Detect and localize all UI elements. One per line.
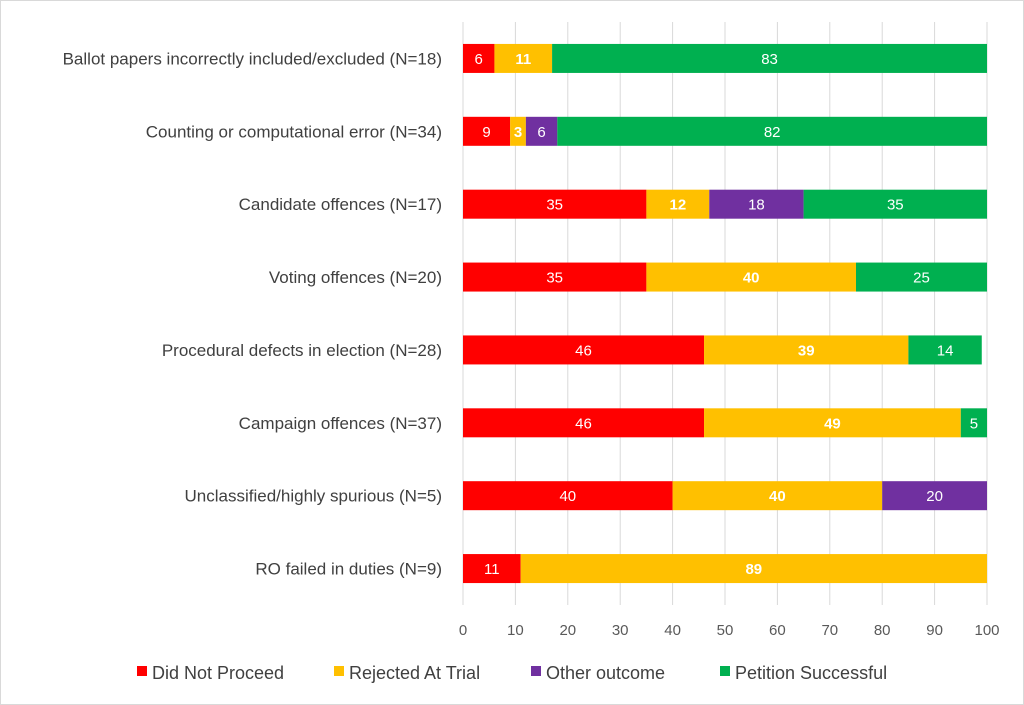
bar-segment xyxy=(463,262,647,292)
bar-segment xyxy=(646,189,710,219)
data-label: 6 xyxy=(537,124,545,141)
x-tick-label: 10 xyxy=(507,622,524,639)
data-label: 18 xyxy=(748,197,765,214)
legend-entry: Petition Successful xyxy=(735,663,887,683)
data-label: 89 xyxy=(745,561,762,578)
bar-segment xyxy=(704,335,909,365)
data-label: 39 xyxy=(798,342,815,359)
bar-segment xyxy=(463,116,511,146)
legend-swatch xyxy=(137,666,147,676)
gridlines xyxy=(462,22,988,605)
bar-segment xyxy=(463,189,647,219)
bar-segment xyxy=(704,408,961,438)
x-tick-label: 60 xyxy=(769,622,786,639)
data-label: 35 xyxy=(546,197,563,214)
category-label: Procedural defects in election (N=28) xyxy=(162,341,442,360)
bar-segment xyxy=(552,43,987,73)
data-label: 12 xyxy=(669,197,686,214)
x-axis-ticks: 0 10 20 30 40 50 60 70 80 90 100 xyxy=(459,622,1000,639)
data-label: 3 xyxy=(514,124,522,141)
data-label: 11 xyxy=(484,561,500,578)
category-label: Candidate offences (N=17) xyxy=(239,195,442,214)
x-tick-label: 30 xyxy=(612,622,629,639)
bar-segment xyxy=(646,262,856,292)
bar-segment xyxy=(557,116,987,146)
data-label: 49 xyxy=(824,415,841,432)
legend-entry: Other outcome xyxy=(546,663,665,683)
category-labels: Ballot papers incorrectly included/exclu… xyxy=(63,49,442,578)
x-tick-label: 90 xyxy=(926,622,943,639)
category-label: Ballot papers incorrectly included/exclu… xyxy=(63,49,442,68)
data-label: 5 xyxy=(970,415,978,432)
legend: Did Not Proceed Rejected At Trial Other ou… xyxy=(137,663,887,683)
bar-segment xyxy=(463,408,705,438)
data-label: 20 xyxy=(926,488,943,505)
bar-segment xyxy=(525,116,558,146)
data-label: 11 xyxy=(515,51,531,68)
data-label: 82 xyxy=(764,124,781,141)
data-label: 40 xyxy=(769,488,786,505)
x-tick-label: 40 xyxy=(664,622,681,639)
data-label: 25 xyxy=(913,270,930,287)
x-tick-label: 70 xyxy=(821,622,838,639)
bar-segment xyxy=(463,335,705,365)
category-label: Unclassified/highly spurious (N=5) xyxy=(185,487,442,506)
x-tick-label: 80 xyxy=(874,622,891,639)
data-label: 40 xyxy=(559,488,576,505)
data-label: 46 xyxy=(575,342,592,359)
bar-segment xyxy=(510,116,526,146)
data-label: 83 xyxy=(761,51,778,68)
data-label: 46 xyxy=(575,415,592,432)
data-label: 9 xyxy=(482,124,490,141)
legend-entry: Did Not Proceed xyxy=(152,663,284,683)
data-label: 6 xyxy=(475,51,483,68)
data-label: 14 xyxy=(937,342,954,359)
data-label: 40 xyxy=(743,270,760,287)
legend-swatch xyxy=(531,666,541,676)
bar-segment xyxy=(960,408,987,438)
category-label: Voting offences (N=20) xyxy=(269,268,442,287)
bar-segment xyxy=(856,262,987,292)
bar-segment xyxy=(709,189,804,219)
x-tick-label: 20 xyxy=(559,622,576,639)
category-label: RO failed in duties (N=9) xyxy=(255,560,442,579)
bar-segment xyxy=(463,554,521,584)
data-label: 35 xyxy=(546,270,563,287)
bar-segment xyxy=(908,335,982,365)
bar-segment xyxy=(803,189,987,219)
data-label: 35 xyxy=(887,197,904,214)
bar-segment xyxy=(494,43,553,73)
bar-segment xyxy=(882,481,987,511)
bar-segment xyxy=(520,554,987,584)
category-label: Counting or computational error (N=34) xyxy=(146,122,442,141)
category-label: Campaign offences (N=37) xyxy=(239,414,442,433)
bar-segment xyxy=(463,481,673,511)
bar-segment xyxy=(463,43,495,73)
x-tick-label: 100 xyxy=(974,622,999,639)
x-tick-label: 50 xyxy=(717,622,734,639)
x-tick-label: 0 xyxy=(459,622,467,639)
bar-segment xyxy=(672,481,883,511)
legend-swatch xyxy=(334,666,344,676)
legend-swatch xyxy=(720,666,730,676)
legend-entry: Rejected At Trial xyxy=(349,663,480,683)
